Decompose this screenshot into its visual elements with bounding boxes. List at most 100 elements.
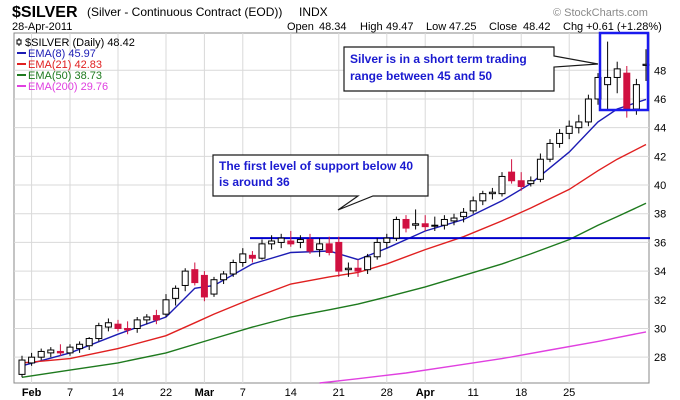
candle-body	[162, 299, 170, 315]
x-tick-label: 21	[333, 387, 345, 399]
candle-body	[66, 346, 74, 354]
candle	[488, 187, 496, 200]
ema-line	[319, 331, 647, 384]
legend-label: EMA(50) 38.73	[28, 70, 102, 82]
candle	[66, 344, 74, 356]
candle-body	[613, 68, 621, 78]
candle	[28, 352, 36, 366]
candle-body	[383, 237, 391, 243]
candle	[210, 276, 218, 297]
candle-body	[412, 223, 420, 226]
candle	[373, 238, 381, 260]
candle	[181, 268, 189, 292]
candle-body	[354, 267, 362, 272]
ohlc-low-value: 47.25	[449, 21, 477, 33]
candle-body	[325, 243, 333, 253]
candle	[556, 129, 564, 148]
y-axis: 28 30 32 34 36 38 40 42 44 46 48	[654, 65, 666, 364]
y-tick-label: 42	[654, 151, 666, 163]
candle	[133, 317, 141, 333]
candle	[584, 94, 592, 127]
legend-label: EMA(200) 29.76	[28, 81, 108, 93]
candle	[498, 172, 506, 197]
candle	[536, 153, 544, 183]
ohlc-open-label: Open	[287, 21, 314, 33]
chart-date: 28-Apr-2011	[12, 21, 72, 33]
ohlc-high-value: 49.47	[386, 21, 414, 33]
candle	[344, 262, 352, 277]
y-tick-label: 28	[654, 352, 666, 364]
candle	[604, 41, 612, 111]
candle	[162, 294, 170, 318]
candle	[460, 208, 468, 223]
legend-item: EMA(8) 45.97	[17, 48, 96, 60]
candle-body	[584, 98, 592, 123]
candle	[143, 314, 151, 325]
support-annotation-line-2: is around 36	[219, 175, 290, 189]
x-tick-label: 28	[381, 387, 393, 399]
ohlc-high-label: High	[360, 21, 383, 33]
candle-body	[143, 316, 151, 321]
ohlc-open-value: 48.34	[319, 21, 347, 33]
candle-body	[296, 239, 304, 243]
candle-body	[268, 240, 276, 245]
candle-body	[450, 217, 458, 222]
candle	[412, 209, 420, 230]
candle	[172, 285, 180, 306]
candle-body	[431, 224, 439, 227]
y-tick-label: 30	[654, 323, 666, 335]
candle-body	[18, 359, 26, 375]
legend-candle-body	[16, 39, 22, 45]
candle	[383, 233, 391, 249]
chart-watermark: © StockCharts.com	[553, 7, 648, 19]
candle	[335, 236, 343, 277]
candle-body	[364, 256, 372, 271]
candle	[325, 236, 333, 256]
candle-body	[85, 338, 93, 347]
candle-body	[104, 322, 112, 328]
candle-body	[220, 273, 228, 281]
candle-body	[498, 175, 506, 195]
candle-body	[124, 327, 132, 331]
candle-body	[517, 180, 525, 187]
x-tick-label: Apr	[416, 387, 436, 399]
candle	[421, 215, 429, 231]
candle-body	[546, 142, 554, 160]
ohlc-close-label: Close	[489, 21, 517, 33]
candle-body	[133, 319, 141, 329]
candle-body	[210, 279, 218, 295]
candle-body	[565, 125, 573, 134]
x-tick-label: 11	[467, 387, 478, 399]
candle	[469, 196, 477, 214]
y-tick-label: 48	[654, 65, 666, 77]
chart-symbol: $SILVER	[12, 4, 78, 21]
x-tick-label: 7	[240, 387, 246, 399]
candle-body	[469, 200, 477, 212]
candle-body	[421, 223, 429, 228]
ohlc-close-value: 48.42	[523, 21, 551, 33]
candle	[479, 190, 487, 206]
candle	[268, 235, 276, 250]
ohlc-low-label: Low	[426, 21, 446, 33]
candle-body	[172, 287, 180, 299]
candle-body	[76, 343, 84, 350]
candle-body	[527, 180, 535, 185]
candle-body	[556, 132, 564, 144]
x-tick-label: 14	[112, 387, 124, 399]
candle	[565, 120, 573, 140]
ohlc-readout: Open 48.34 High 49.47 Low 47.25 Close 48…	[287, 21, 662, 33]
x-axis: Feb 7 14 22 Mar 7 14 21 28 Apr 11 18 25	[22, 387, 576, 399]
candle	[37, 348, 45, 361]
candle-body	[306, 239, 314, 252]
candle-body	[488, 191, 496, 195]
candle-body	[191, 269, 199, 284]
candle-body	[181, 270, 189, 286]
candle	[450, 213, 458, 226]
candle	[220, 271, 228, 285]
range-annotation: Silver is in a short term trading range …	[343, 46, 599, 92]
support-annotation: The first level of support below 40 is a…	[212, 154, 429, 211]
candle-body	[239, 253, 247, 264]
candle-body	[258, 243, 266, 259]
